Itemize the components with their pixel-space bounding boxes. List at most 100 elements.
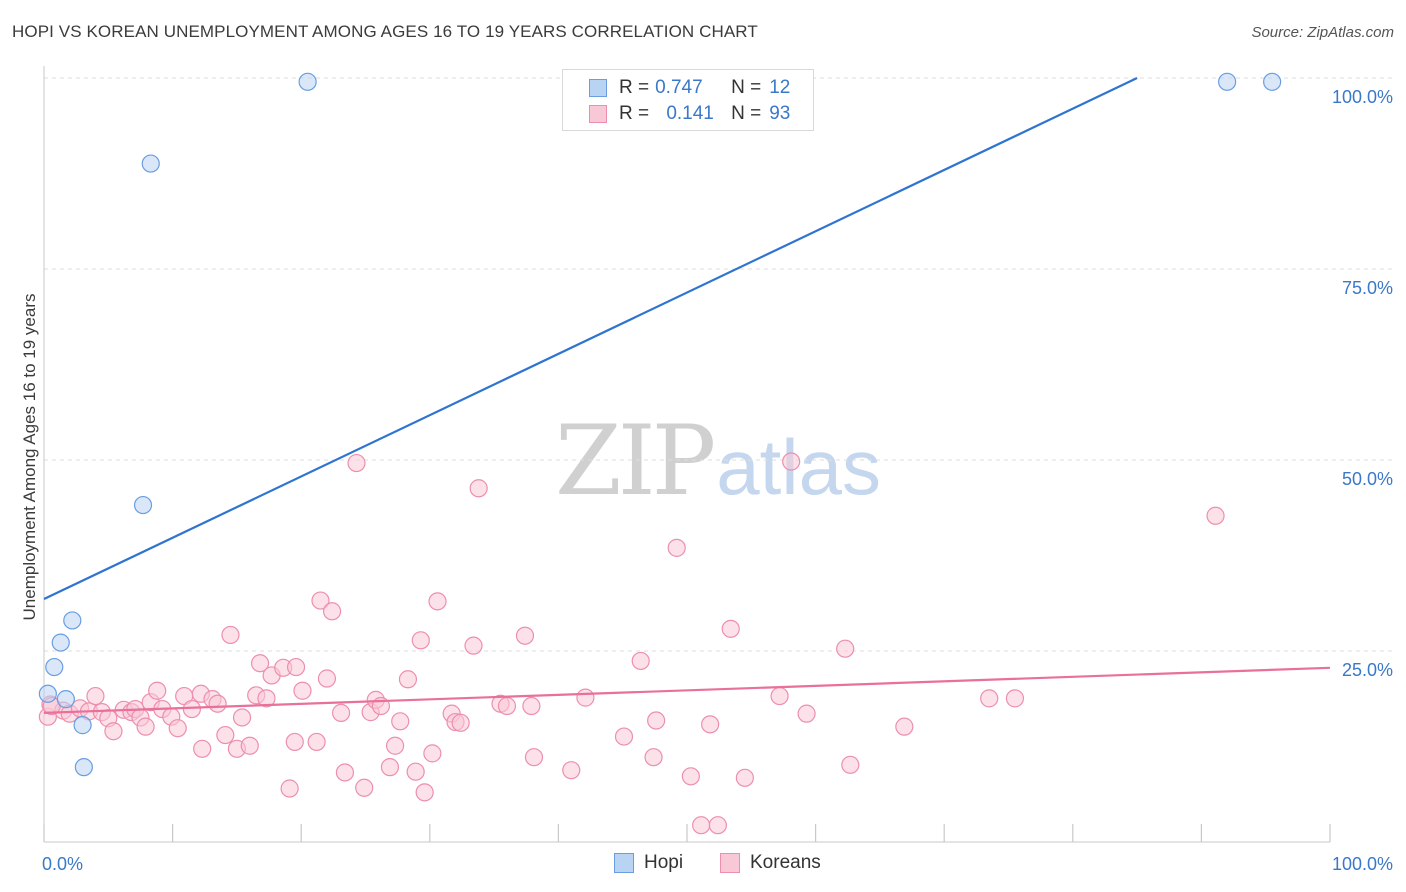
koreans-point bbox=[257, 689, 276, 708]
x-tick-label: 0.0% bbox=[42, 854, 83, 874]
legend-row-koreans: R = 0.141 N = 93 bbox=[563, 101, 790, 127]
source-label: Source: ZipAtlas.com bbox=[1251, 24, 1394, 41]
legend-row-hopi: R = 0.747 N = 12 bbox=[563, 75, 790, 101]
hopi-n-label: N = bbox=[731, 77, 762, 98]
koreans-legend-swatch bbox=[720, 853, 740, 873]
koreans-point bbox=[721, 619, 740, 638]
koreans-point bbox=[631, 651, 650, 671]
koreans-point bbox=[391, 712, 410, 731]
hopi-r-label: R = bbox=[619, 77, 650, 98]
koreans-point bbox=[335, 763, 355, 782]
hopi-point bbox=[133, 495, 153, 515]
koreans-point bbox=[355, 778, 374, 797]
hopi-point bbox=[74, 758, 93, 777]
koreans-point bbox=[423, 744, 442, 763]
koreans-point bbox=[708, 816, 727, 835]
koreans-point bbox=[182, 699, 201, 719]
axes bbox=[43, 66, 1331, 843]
koreans-swatch bbox=[589, 105, 607, 123]
tick-labels: 25.0% 50.0% 75.0% 100.0% 0.0% 100.0% bbox=[42, 87, 1393, 874]
koreans-point bbox=[148, 681, 167, 700]
koreans-point bbox=[193, 739, 212, 758]
koreans-point bbox=[562, 761, 581, 780]
koreans-n-value: 93 bbox=[769, 103, 791, 124]
koreans-point bbox=[895, 717, 914, 736]
y-tick-label: 25.0% bbox=[1342, 660, 1393, 680]
x-tick-label: 100.0% bbox=[1332, 854, 1393, 874]
koreans-point bbox=[232, 708, 252, 727]
koreans-point bbox=[515, 626, 535, 645]
koreans-point bbox=[216, 725, 235, 745]
koreans-point bbox=[522, 696, 541, 716]
trend-lines bbox=[43, 77, 1331, 714]
hopi-legend-label: Hopi bbox=[644, 852, 684, 873]
hopi-point bbox=[73, 716, 92, 735]
koreans-point bbox=[1005, 689, 1025, 708]
koreans-point bbox=[836, 639, 855, 658]
koreans-point bbox=[469, 479, 488, 498]
hopi-point bbox=[1218, 72, 1237, 91]
koreans-r-value: 0.141 bbox=[666, 103, 714, 124]
koreans-point bbox=[576, 688, 595, 707]
koreans-point bbox=[681, 767, 700, 786]
koreans-point bbox=[285, 732, 304, 752]
y-tick-label: 100.0% bbox=[1332, 87, 1393, 107]
hopi-trend-line bbox=[43, 77, 1138, 601]
stats-legend: R = 0.747 N = 12 R = 0.141 N = 93 bbox=[562, 69, 814, 131]
koreans-point bbox=[451, 713, 470, 732]
korean-points bbox=[38, 452, 1225, 835]
koreans-point bbox=[497, 696, 517, 716]
koreans-point bbox=[647, 711, 666, 730]
hopi-point bbox=[141, 154, 160, 173]
koreans-n-label: N = bbox=[731, 103, 762, 124]
koreans-point bbox=[980, 689, 999, 708]
koreans-point bbox=[280, 779, 299, 798]
hopi-point bbox=[63, 611, 82, 630]
koreans-point bbox=[221, 625, 240, 645]
watermark-zip: ZIP bbox=[555, 405, 716, 517]
hopi-swatch bbox=[589, 79, 607, 97]
koreans-point bbox=[307, 732, 326, 752]
hopi-n-value: 12 bbox=[769, 77, 791, 98]
koreans-point bbox=[667, 538, 686, 557]
koreans-point bbox=[735, 768, 754, 787]
koreans-point bbox=[782, 452, 801, 471]
legend-item-koreans: Koreans bbox=[720, 852, 821, 874]
hopi-point bbox=[51, 633, 70, 652]
koreans-trend-line bbox=[43, 666, 1331, 714]
koreans-point bbox=[311, 591, 330, 610]
koreans-point bbox=[208, 694, 227, 713]
koreans-point bbox=[322, 602, 342, 621]
y-tick-label: 75.0% bbox=[1342, 278, 1393, 298]
hopi-point bbox=[298, 72, 317, 91]
koreans-point bbox=[347, 453, 366, 473]
hopi-point bbox=[56, 690, 75, 709]
koreans-point bbox=[240, 736, 259, 755]
hopi-point bbox=[45, 657, 64, 677]
legend-item-hopi: Hopi bbox=[614, 852, 683, 874]
koreans-point bbox=[104, 722, 123, 741]
koreans-point bbox=[415, 783, 434, 802]
koreans-point bbox=[524, 748, 544, 767]
koreans-point bbox=[797, 704, 816, 723]
hopi-points bbox=[38, 72, 1282, 777]
koreans-point bbox=[428, 592, 447, 611]
koreans-legend-label: Koreans bbox=[750, 852, 821, 873]
hopi-r-value: 0.747 bbox=[655, 77, 703, 98]
koreans-point bbox=[136, 717, 155, 736]
koreans-point bbox=[286, 657, 306, 677]
koreans-point bbox=[701, 715, 720, 734]
koreans-point bbox=[293, 681, 312, 700]
koreans-point bbox=[411, 631, 430, 650]
series-legend: Hopi Koreans bbox=[0, 852, 1406, 876]
koreans-point bbox=[380, 758, 400, 777]
koreans-point bbox=[250, 654, 270, 673]
koreans-point bbox=[86, 686, 105, 706]
hopi-point bbox=[38, 684, 57, 703]
y-tick-label: 50.0% bbox=[1342, 469, 1393, 489]
watermark-atlas: atlas bbox=[716, 423, 881, 511]
koreans-point bbox=[692, 816, 711, 835]
koreans-point bbox=[1206, 506, 1225, 525]
chart-title: HOPI VS KOREAN UNEMPLOYMENT AMONG AGES 1… bbox=[12, 22, 758, 41]
